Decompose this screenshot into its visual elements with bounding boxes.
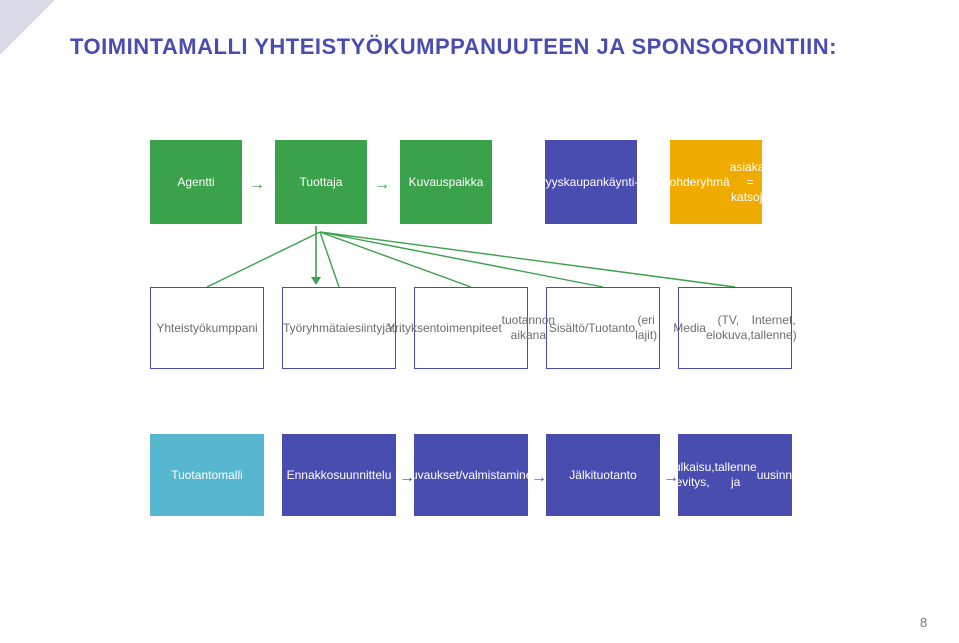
box-agentti: Agentti — [150, 140, 242, 224]
box-tuottaja: Tuottaja — [275, 140, 367, 224]
box-kohder: Kohderyhmäasiakas = katsoja — [670, 140, 762, 224]
arrow-right: → — [249, 176, 265, 194]
box-sisalto: Sisältö/Tuotanto(eri lajit) — [546, 287, 660, 369]
box-jalki: Jälkituotanto — [546, 434, 660, 516]
page-title: TOIMINTAMALLI YHTEISTYÖKUMPPANUUTEEN JA … — [70, 34, 837, 60]
box-yrityksen: Yrityksentoimenpiteettuotannon aikana — [414, 287, 528, 369]
corner-triangle — [0, 0, 60, 60]
box-julkaisu: Julkaisu, levitys,tallenne jauusinnat — [678, 434, 792, 516]
box-tuotmalli: Tuotantomalli — [150, 434, 264, 516]
box-tyoryhma: Työryhmätaiesiintyjät — [282, 287, 396, 369]
page-number: 8 — [920, 615, 927, 630]
box-kuvausp: Kuvauspaikka — [400, 140, 492, 224]
arrow-right: → — [399, 469, 415, 487]
box-ennakko: Ennakkosuunnittelu — [282, 434, 396, 516]
arrow-right: → — [531, 469, 547, 487]
arrow-right: → — [374, 176, 390, 194]
arrow-right: → — [663, 469, 679, 487]
box-yhteisty: Yhteistyökumppani — [150, 287, 264, 369]
box-nakyvyys: Näkyvyyskaupankäynti-väline — [545, 140, 637, 224]
box-media: Media(TV, elokuva,Internet, tallenne) — [678, 287, 792, 369]
down-arrow — [306, 226, 326, 288]
box-kuvaukset: Kuvaukset/valmistaminen — [414, 434, 528, 516]
